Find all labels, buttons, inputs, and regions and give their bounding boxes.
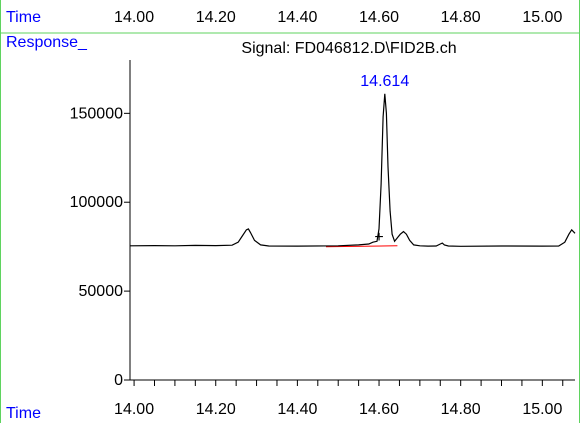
y-tick-label: 50000 [79,283,124,300]
top-tick-label: 15.00 [522,9,562,26]
top-tick-labels: 14.00 14.20 14.40 14.60 14.80 15.00 [114,9,562,26]
x-tick-label: 14.80 [441,401,481,418]
x-tick-label: 14.60 [359,401,399,418]
y-tick-label: 0 [114,372,123,389]
peak-label: 14.614 [360,73,409,90]
top-tick-label: 14.40 [277,9,317,26]
chart-title: Signal: FD046812.D\FID2B.ch [241,40,456,57]
y-axis-label: Response_ [6,34,88,51]
y-ticks: 0 50000 100000 150000 [70,105,130,389]
x-tick-label: 14.20 [196,401,236,418]
integration-marker: + [374,229,383,246]
top-tick-label: 14.80 [441,9,481,26]
top-time-label: Time [6,9,41,26]
x-axis-label: Time [6,405,41,422]
top-tick-label: 14.60 [359,9,399,26]
top-tick-label: 14.20 [196,9,236,26]
x-tick-label: 15.00 [522,401,562,418]
baseline-line [325,245,398,248]
signal-trace [129,93,576,247]
y-tick-label: 100000 [70,194,123,211]
x-tick-label: 14.40 [277,401,317,418]
y-tick-label: 150000 [70,105,123,122]
x-tick-label: 14.00 [114,401,154,418]
top-tick-label: 14.00 [114,9,154,26]
x-ticks: 14.00 14.20 14.40 14.60 14.80 15.00 [114,380,564,418]
